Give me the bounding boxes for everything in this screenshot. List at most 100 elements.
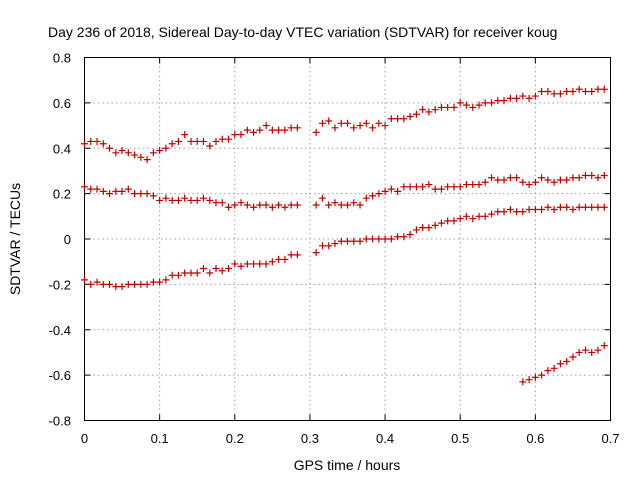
data-point — [412, 183, 420, 191]
data-point — [513, 174, 521, 182]
data-point — [93, 137, 101, 145]
data-point — [99, 280, 107, 288]
data-point — [312, 201, 320, 209]
data-point — [569, 88, 577, 96]
data-point — [406, 112, 414, 120]
data-point — [237, 262, 245, 270]
data-point — [137, 153, 145, 161]
data-point — [87, 280, 95, 288]
data-point — [81, 183, 88, 191]
x-tick-label: 0.5 — [451, 431, 469, 446]
data-point — [106, 144, 114, 152]
data-point — [575, 203, 583, 211]
data-point — [275, 126, 283, 134]
data-point — [488, 174, 496, 182]
data-point — [462, 212, 470, 220]
data-point — [318, 242, 326, 250]
x-axis-label: GPS time / hours — [294, 457, 401, 473]
data-point — [143, 190, 151, 198]
series-sat-a — [81, 85, 608, 164]
data-point — [337, 119, 345, 127]
data-point — [569, 353, 577, 361]
data-point — [106, 190, 114, 198]
data-point — [337, 201, 345, 209]
data-point — [444, 183, 452, 191]
data-point — [588, 171, 596, 179]
series-sat-b — [81, 171, 608, 211]
data-point — [93, 278, 101, 286]
data-point — [513, 94, 521, 102]
data-point — [149, 278, 157, 286]
data-point — [594, 346, 602, 354]
data-point — [118, 187, 126, 195]
data-point — [419, 224, 427, 232]
data-point — [318, 119, 326, 127]
data-point — [131, 280, 139, 288]
data-point — [325, 242, 333, 250]
data-point — [243, 260, 251, 268]
data-point — [600, 171, 608, 179]
data-point — [375, 190, 383, 198]
data-point — [212, 137, 220, 145]
data-point — [143, 156, 151, 164]
data-point — [106, 280, 114, 288]
data-point — [168, 196, 176, 204]
data-point — [331, 199, 339, 207]
data-point — [494, 176, 502, 184]
data-point — [131, 151, 139, 159]
data-point — [431, 221, 439, 229]
data-point — [456, 99, 464, 107]
data-point — [381, 235, 389, 243]
data-point — [544, 88, 552, 96]
data-point — [563, 88, 571, 96]
data-point — [481, 178, 489, 186]
data-point — [156, 196, 164, 204]
data-point — [444, 103, 452, 111]
data-point — [344, 237, 351, 245]
data-point — [550, 90, 558, 98]
data-point — [575, 85, 583, 93]
data-point — [193, 196, 201, 204]
data-point — [531, 206, 539, 214]
data-point — [462, 101, 470, 109]
data-point — [450, 183, 458, 191]
data-point — [187, 269, 195, 277]
data-point — [218, 135, 226, 143]
data-point — [212, 199, 220, 207]
data-point — [168, 140, 176, 148]
data-point — [600, 203, 608, 211]
data-point — [199, 194, 207, 202]
x-tick-label: 0.6 — [526, 431, 544, 446]
data-point — [231, 201, 239, 209]
data-point — [149, 149, 157, 157]
data-point — [356, 122, 364, 130]
data-point — [112, 149, 120, 157]
data-point — [556, 90, 564, 98]
data-point — [475, 101, 483, 109]
data-point — [494, 97, 502, 105]
data-point — [275, 201, 283, 209]
data-point — [87, 137, 95, 145]
data-point — [268, 126, 276, 134]
data-point — [594, 203, 602, 211]
data-point — [275, 255, 283, 263]
data-point — [412, 226, 420, 234]
data-point — [425, 181, 433, 189]
data-point — [118, 147, 126, 155]
data-point — [225, 203, 233, 211]
data-point — [519, 178, 527, 186]
data-point — [162, 194, 170, 202]
data-point — [174, 196, 182, 204]
data-point — [156, 278, 164, 286]
data-point — [431, 106, 439, 114]
data-point — [488, 210, 496, 218]
chart-title: Day 236 of 2018, Sidereal Day-to-day VTE… — [48, 24, 557, 40]
data-point — [131, 190, 139, 198]
data-point — [588, 348, 596, 356]
data-point — [387, 235, 395, 243]
data-point — [344, 201, 351, 209]
data-point — [519, 92, 527, 100]
data-point — [437, 185, 445, 193]
data-point — [469, 103, 477, 111]
data-point — [594, 85, 602, 93]
